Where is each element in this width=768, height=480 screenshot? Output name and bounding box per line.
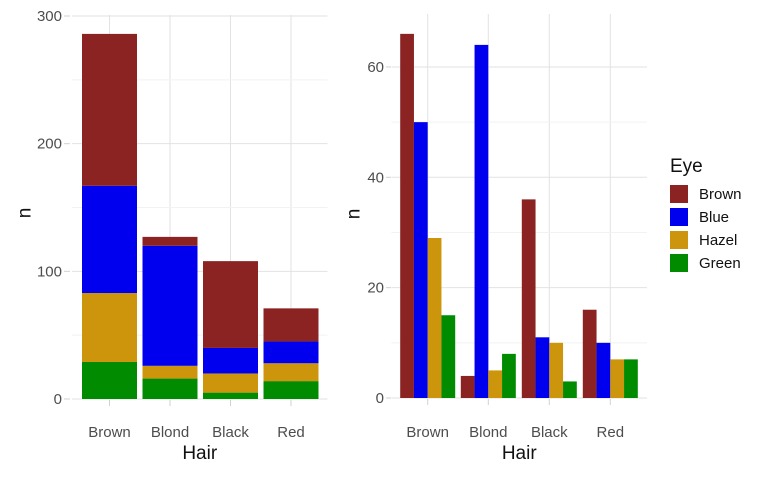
legend-swatch-blue	[670, 208, 688, 226]
right-y-tick-label-20: 20	[367, 280, 384, 297]
grouped-bar-black-hazel	[549, 342, 564, 398]
grouped-bar-brown-hazel	[427, 238, 442, 398]
grouped-bar-blond-brown	[460, 375, 475, 398]
right-x-tick-label-brown: Brown	[406, 424, 449, 441]
legend-swatch-hazel	[670, 231, 688, 249]
right-y-tick-label-40: 40	[367, 169, 384, 186]
left-x-tick-label-black: Black	[212, 424, 249, 441]
grouped-bar-red-blue	[596, 342, 611, 398]
stacked-bar-brown-hazel	[82, 293, 137, 362]
legend-entry-blue: Blue	[670, 208, 742, 226]
legend: Eye Brown Blue Hazel Green	[670, 156, 742, 277]
right-y-axis-title: n	[344, 209, 365, 220]
stacked-bar-red-blue	[263, 341, 319, 364]
grouped-bar-brown-green	[441, 315, 456, 398]
right-y-tick-label-0: 0	[376, 390, 384, 407]
stacked-bar-black-hazel	[203, 373, 258, 393]
stacked-bar-brown-blue	[82, 185, 137, 294]
stacked-bar-blond-blue	[142, 245, 198, 366]
legend-entry-brown: Brown	[670, 185, 742, 203]
stacked-bar-blond-hazel	[142, 365, 198, 379]
left-y-tick-label-200: 200	[37, 136, 62, 153]
grouped-bar-black-brown	[521, 199, 536, 398]
grouped-bar-brown-brown	[400, 33, 414, 399]
right-y-tick-label-60: 60	[367, 59, 384, 76]
left-y-tick-label-100: 100	[37, 263, 62, 280]
left-y-tick-label-0: 0	[54, 391, 62, 408]
right-x-axis-title: Hair	[502, 443, 538, 464]
grouped-bar-black-green	[563, 381, 577, 398]
left-x-tick-label-brown: Brown	[88, 424, 131, 441]
legend-entry-label: Brown	[699, 185, 742, 203]
grouped-bar-black-blue	[535, 337, 550, 398]
legend-entry-label: Blue	[699, 208, 730, 226]
stacked-bar-red-green	[263, 381, 319, 399]
stacked-bar-red-brown	[263, 308, 319, 342]
legend-entry-label: Green	[699, 254, 741, 272]
stacked-bar-black-blue	[203, 347, 258, 374]
stacked-bar-brown-green	[82, 361, 137, 399]
grouped-bar-blond-hazel	[488, 370, 503, 398]
left-x-tick-label-blond: Blond	[151, 424, 189, 441]
stacked-bar-black-green	[203, 392, 258, 399]
legend-title: Eye	[670, 156, 703, 177]
right-x-tick-label-black: Black	[531, 424, 568, 441]
grouped-bar-red-brown	[582, 309, 597, 398]
right-x-tick-label-red: Red	[597, 424, 625, 441]
legend-swatch-green	[670, 254, 688, 272]
left-x-tick-label-red: Red	[277, 424, 305, 441]
stacked-bar-black-brown	[203, 261, 258, 348]
right-x-tick-label-blond: Blond	[469, 424, 507, 441]
legend-entry-hazel: Hazel	[670, 231, 742, 249]
grouped-bar-red-green	[624, 359, 638, 398]
legend-entry-green: Green	[670, 254, 742, 272]
left-y-axis-title: n	[15, 208, 36, 219]
left-x-axis-title: Hair	[182, 443, 218, 464]
grouped-bar-blond-green	[502, 353, 516, 398]
stacked-bar-blond-green	[142, 378, 198, 399]
stacked-bar-brown-brown	[82, 33, 137, 186]
grouped-bar-red-hazel	[610, 359, 625, 398]
legend-swatch-brown	[670, 185, 688, 203]
left-y-tick-label-300: 300	[37, 8, 62, 25]
stacked-bar-blond-brown	[142, 236, 198, 246]
grouped-bar-blond-blue	[474, 44, 489, 399]
grouped-bar-brown-blue	[413, 122, 428, 398]
stacked-bar-red-hazel	[263, 363, 319, 382]
legend-entry-label: Hazel	[699, 231, 738, 249]
